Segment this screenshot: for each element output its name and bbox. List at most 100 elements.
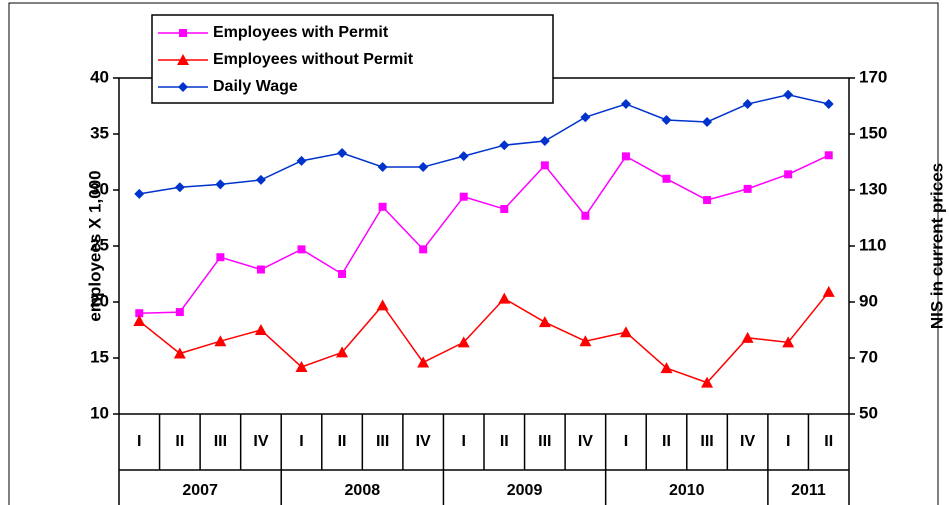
series-line xyxy=(139,94,829,195)
y2-tick-label: 130 xyxy=(859,179,887,198)
point xyxy=(701,376,714,388)
point xyxy=(741,331,754,343)
point xyxy=(742,99,753,110)
point xyxy=(619,326,632,338)
y2-tick-label: 110 xyxy=(859,235,886,254)
point xyxy=(419,245,428,254)
x-tick-label: III xyxy=(376,433,389,450)
point xyxy=(500,205,509,214)
y2-axis-title: NIS in current prices xyxy=(927,163,946,329)
point xyxy=(175,308,184,317)
y-tick-label: 20 xyxy=(90,291,109,310)
point xyxy=(135,309,144,318)
point xyxy=(498,292,511,304)
series-line xyxy=(139,154,830,314)
point xyxy=(255,174,266,185)
y-axis-title: employees X 1,000 xyxy=(85,170,104,321)
plot-area xyxy=(118,77,850,415)
y2-tick-label: 90 xyxy=(859,291,878,310)
legend-label: Employees with Permit xyxy=(213,24,389,41)
legend-label: Employees without Permit xyxy=(213,51,414,68)
y-tick-label: 25 xyxy=(90,235,109,254)
x-tick-label: III xyxy=(214,433,227,450)
y2-tick-label: 50 xyxy=(859,403,878,422)
x-tick-label: IV xyxy=(416,433,431,450)
point xyxy=(178,82,188,92)
point xyxy=(254,324,267,335)
point xyxy=(783,89,794,100)
point xyxy=(822,285,835,297)
point xyxy=(214,335,227,347)
legend-label: Daily Wage xyxy=(213,78,298,95)
x-tick-label: I xyxy=(624,433,628,450)
x-group-label: 2007 xyxy=(182,482,218,499)
point xyxy=(177,54,189,65)
y-tick-label: 40 xyxy=(90,67,109,86)
x-tick-label: II xyxy=(500,433,509,450)
x-group-label: 2008 xyxy=(345,482,381,499)
x-tick-label: IV xyxy=(740,433,755,450)
y2-tick-label: 70 xyxy=(859,347,878,366)
point xyxy=(337,148,348,159)
point xyxy=(417,356,430,368)
point xyxy=(179,29,187,37)
x-tick-label: III xyxy=(538,433,551,450)
point xyxy=(418,162,429,173)
x-group-label: 2010 xyxy=(669,482,705,499)
point xyxy=(620,99,631,110)
y-tick-label: 10 xyxy=(90,403,109,422)
point xyxy=(782,336,795,348)
x-tick-label: IV xyxy=(253,433,268,450)
point xyxy=(539,136,550,146)
point xyxy=(660,362,673,374)
point xyxy=(295,360,308,372)
y2-tick-label: 150 xyxy=(859,123,887,142)
point xyxy=(336,346,349,358)
legend-box xyxy=(151,14,554,104)
point xyxy=(703,196,712,205)
x-tick-label: I xyxy=(137,433,141,450)
point xyxy=(338,270,347,278)
point xyxy=(499,140,510,151)
x-tick-label: I xyxy=(786,433,790,450)
x-group-label: 2009 xyxy=(507,482,543,499)
x-tick-label: III xyxy=(700,433,713,450)
x-tick-label: II xyxy=(824,433,833,450)
series-line xyxy=(138,291,830,384)
point xyxy=(540,161,549,170)
legend: Employees with Permit Employees without P… xyxy=(151,14,554,104)
x-tick-label: I xyxy=(299,433,303,450)
x-tick-label: I xyxy=(461,433,465,450)
chart-frame xyxy=(8,2,939,505)
point xyxy=(580,112,591,123)
point xyxy=(133,315,146,327)
point xyxy=(256,265,265,274)
y2-tick-label: 170 xyxy=(859,67,887,86)
point xyxy=(377,162,388,173)
x-tick-label: II xyxy=(175,433,184,450)
point xyxy=(621,152,630,161)
x-tick-label: II xyxy=(338,433,347,450)
y-tick-label: 15 xyxy=(90,347,109,366)
point xyxy=(538,316,551,328)
point xyxy=(702,116,713,127)
x-tick-label: II xyxy=(662,433,671,450)
point xyxy=(824,151,833,160)
point xyxy=(173,347,186,359)
point xyxy=(378,202,387,211)
point xyxy=(215,179,226,190)
point xyxy=(174,182,185,193)
point xyxy=(134,188,145,199)
x-tick-label: IV xyxy=(578,433,593,450)
point xyxy=(823,99,834,110)
point xyxy=(297,245,306,254)
point xyxy=(458,151,469,162)
point xyxy=(579,335,592,347)
point xyxy=(581,211,590,220)
point xyxy=(457,336,470,348)
point xyxy=(661,115,672,125)
point xyxy=(662,174,671,183)
y-tick-label: 35 xyxy=(90,123,109,142)
point xyxy=(784,170,793,179)
